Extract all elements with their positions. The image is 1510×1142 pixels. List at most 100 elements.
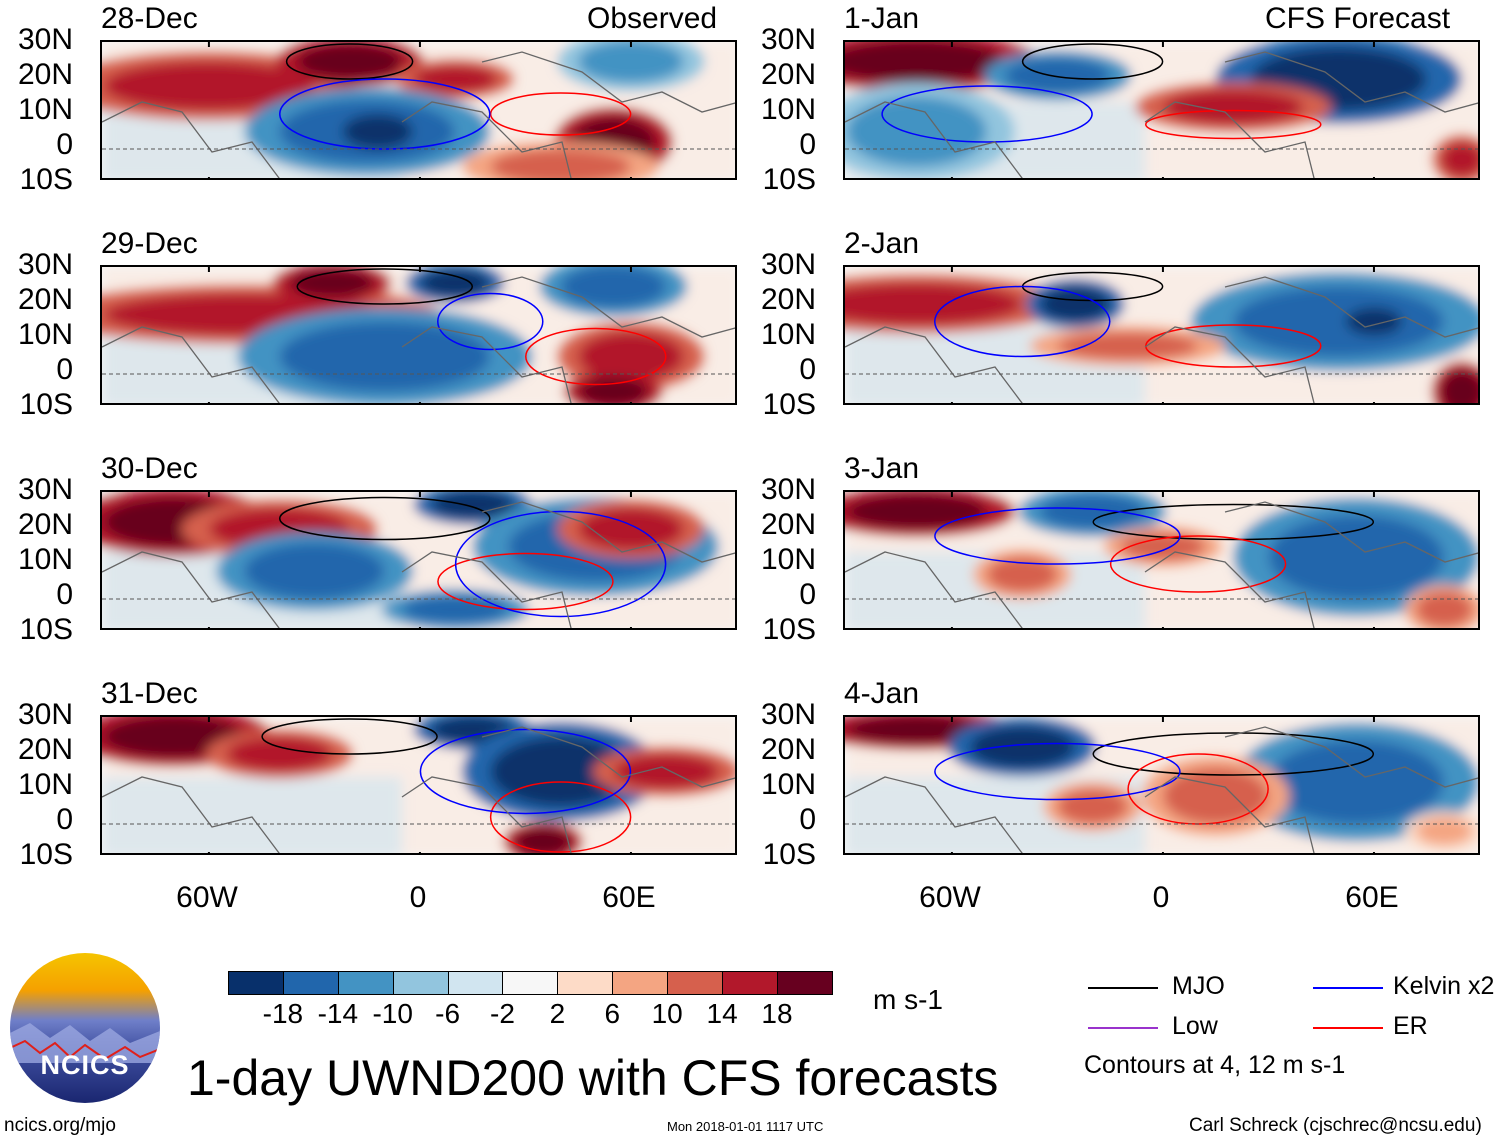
- lat-label: 0: [56, 578, 73, 611]
- ncics-logo[interactable]: NCICS: [10, 953, 160, 1103]
- wind-anomaly-blob: [578, 377, 649, 403]
- colorbar-swatch: [503, 972, 559, 994]
- contour-line: [934, 507, 1181, 565]
- wind-anomaly-blob: [342, 114, 413, 149]
- lat-label: 10N: [17, 318, 73, 351]
- wind-anomaly-blob: [845, 42, 1005, 83]
- wind-anomaly-blob: [297, 44, 403, 79]
- lat-label: 0: [799, 578, 816, 611]
- lat-label: 0: [56, 353, 73, 386]
- colorbar-tick-label: -10: [372, 998, 413, 1029]
- lat-label: 0: [56, 803, 73, 836]
- colorbar-swatch: [777, 972, 832, 994]
- lat-label: 30N: [760, 23, 816, 56]
- wind-anomaly-blob: [1416, 592, 1473, 627]
- legend-low: Low: [1172, 1012, 1218, 1040]
- lat-label: 10S: [19, 838, 73, 871]
- contour-line: [489, 92, 632, 136]
- contour-line: [1092, 503, 1375, 541]
- legend-kelvin: Kelvin x2: [1393, 972, 1495, 1000]
- map-panel: [843, 265, 1480, 405]
- colorbar-tick-label: -2: [490, 998, 515, 1029]
- contour-line: [489, 781, 632, 853]
- wind-anomaly-blob: [402, 595, 508, 624]
- wind-anomaly-blob: [1163, 89, 1304, 125]
- lat-label: 20N: [17, 283, 73, 316]
- wind-anomaly-blob: [1057, 332, 1198, 360]
- lon-label: 60W: [176, 881, 238, 914]
- lat-label: 20N: [760, 508, 816, 541]
- contour-line: [279, 496, 491, 541]
- lat-label: 30N: [760, 473, 816, 506]
- lat-label: 10S: [19, 163, 73, 196]
- lon-label: 60W: [919, 881, 981, 914]
- wind-anomaly-blob: [490, 149, 631, 178]
- wind-anomaly-blob: [1416, 817, 1473, 845]
- lat-label: 30N: [17, 248, 73, 281]
- lat-label: 20N: [17, 508, 73, 541]
- colorbar-swatch: [448, 972, 504, 994]
- lat-label: 10S: [19, 613, 73, 646]
- contour-line: [1109, 535, 1287, 593]
- contour-line: [525, 327, 667, 386]
- wind-anomaly-blob: [1057, 789, 1128, 824]
- panel-date: 31-Dec: [101, 677, 198, 710]
- lat-label: 20N: [760, 733, 816, 766]
- contour-line: [934, 742, 1181, 801]
- contour-line: [881, 85, 1093, 143]
- lat-label: 30N: [760, 248, 816, 281]
- legend-mjo-line: [1088, 987, 1158, 989]
- contour-line: [285, 43, 414, 80]
- panel-date: 28-Dec: [101, 2, 198, 35]
- lat-label: 10N: [760, 318, 816, 351]
- contour-line: [419, 728, 632, 815]
- figure-title: 1-day UWND200 with CFS forecasts: [187, 1050, 999, 1106]
- map-panel: [843, 40, 1480, 180]
- wind-anomaly-blob: [244, 543, 385, 599]
- map-panel: [100, 40, 737, 180]
- contour-line: [296, 268, 474, 305]
- contour-note: Contours at 4, 12 m s-1: [1084, 1051, 1346, 1079]
- lat-label: 0: [799, 128, 816, 161]
- map-panel: [100, 715, 737, 855]
- colorbar-swatch: [613, 972, 669, 994]
- colorbar-tick-label: 6: [604, 998, 621, 1029]
- legend-er-line: [1313, 1027, 1383, 1029]
- contour-line: [1092, 732, 1375, 776]
- colorbar-tick-label: -18: [262, 998, 304, 1029]
- lat-label: 0: [799, 803, 816, 836]
- map-panel: [843, 715, 1480, 855]
- contour-line: [437, 552, 614, 611]
- lat-label: 20N: [760, 283, 816, 316]
- wind-anomaly-blob: [1040, 494, 1146, 529]
- colorbar-swatch: [393, 972, 449, 994]
- footer-author: Carl Schreck (cjschrec@ncsu.edu): [1189, 1115, 1482, 1136]
- colorbar-tick-label: 2: [549, 998, 566, 1029]
- wind-anomaly-blob: [846, 96, 987, 167]
- lon-label: 0: [409, 881, 427, 914]
- wind-anomaly-blob: [1040, 286, 1111, 322]
- wind-anomaly-blob: [987, 557, 1058, 592]
- wind-anomaly-blob: [490, 736, 631, 807]
- footer-link[interactable]: ncics.org/mjo: [4, 1115, 116, 1136]
- wind-anomaly-blob: [430, 492, 515, 519]
- contour-line: [454, 510, 667, 618]
- panel-date: 4-Jan: [844, 677, 920, 710]
- lat-label: 30N: [760, 698, 816, 731]
- wind-anomaly-blob: [1440, 370, 1478, 403]
- wind-anomaly-blob: [845, 283, 1022, 325]
- map-panel: [100, 265, 737, 405]
- wind-anomaly-blob: [420, 269, 491, 297]
- colorbar-tick-label: 14: [706, 998, 738, 1029]
- lat-label: 10N: [760, 93, 816, 126]
- wind-anomaly-blob: [226, 736, 332, 772]
- lat-label: 10N: [760, 543, 816, 576]
- wind-anomaly-blob: [1345, 307, 1402, 336]
- contour-line: [437, 292, 544, 351]
- lat-label: 10S: [762, 388, 816, 421]
- wind-anomaly-blob: [1268, 740, 1444, 824]
- legend-mjo: MJO: [1172, 972, 1225, 1000]
- panel-date: 1-Jan: [844, 2, 920, 35]
- lat-label: 20N: [760, 58, 816, 91]
- wind-anomaly-blob: [1268, 515, 1444, 599]
